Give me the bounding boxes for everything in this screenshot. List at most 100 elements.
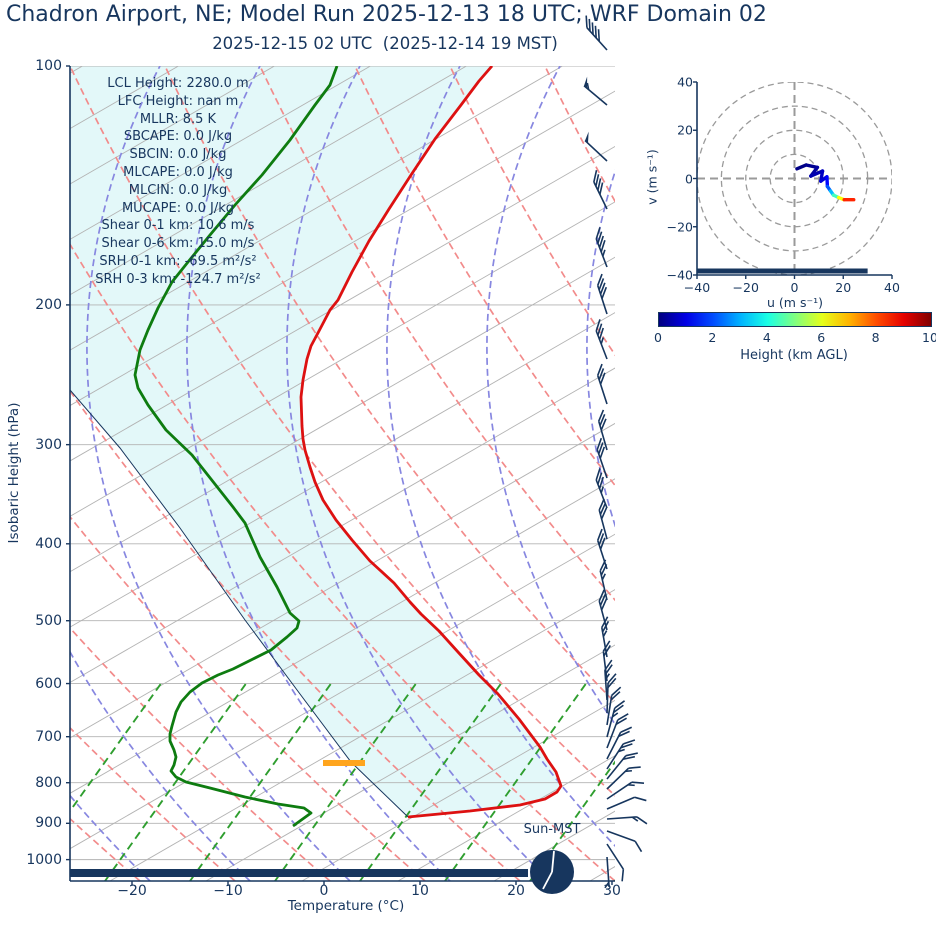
wind-barb <box>596 528 608 570</box>
dry-adiabat-line <box>70 66 615 797</box>
mixing-ratio-line <box>870 684 936 881</box>
isotherm-line <box>493 810 615 881</box>
hodograph-u-tick-label: 0 <box>790 280 799 295</box>
wind-barb <box>596 363 608 405</box>
temperature-tick-label: 10 <box>411 883 429 899</box>
pressure-tick-label: 100 <box>35 58 62 74</box>
isotherm-line <box>70 66 371 240</box>
pressure-tick-label: 500 <box>35 612 62 629</box>
mixing-ratio-line <box>700 684 841 881</box>
wind-barb <box>606 673 617 714</box>
isotherm-line <box>589 866 615 881</box>
stat-line: MLCIN: 0.0 J/kg <box>128 182 228 198</box>
wind-barb <box>606 843 625 882</box>
colorbar-tick-label: 8 <box>871 330 880 345</box>
stat-line: SRH 0-1 km: -69.5 m²/s² <box>99 253 257 269</box>
clock-hand <box>542 871 553 890</box>
hodograph-u-tick-label: 20 <box>835 280 852 295</box>
mixing-ratio-line <box>189 683 332 881</box>
stat-line: Shear 0-1 km: 10.6 m/s <box>101 218 255 234</box>
hodograph-v-axis-label: v (m s⁻¹) <box>644 149 660 205</box>
moist-adiabat-line <box>86 66 351 881</box>
colorbar-tick-label: 10 <box>922 330 936 345</box>
wind-barb <box>606 796 647 810</box>
stat-line: SBCIN: 0.0 J/kg <box>129 147 227 163</box>
wind-barb <box>606 726 633 760</box>
stat-line: LCL Height: 2280.0 m <box>107 76 249 91</box>
clock-hand <box>551 850 555 873</box>
temperature-curve <box>299 66 563 819</box>
wind-barb <box>593 169 608 210</box>
hodograph-trace-segment <box>809 169 825 178</box>
isotherm-line <box>70 90 615 407</box>
valid-time-subtitle: 2025-12-15 02 UTC (2025-12-14 19 MST) <box>212 34 558 53</box>
wind-barb <box>606 830 643 853</box>
mixing-ratio-line <box>274 683 417 881</box>
colorbar-tick-label: 6 <box>817 330 826 345</box>
sounding-stats-box: LCL Height: 2280.0 m LFC Height: nan m MLL… <box>95 75 261 289</box>
stat-line: LFC Height: nan m <box>117 93 239 109</box>
wind-barb <box>585 15 608 51</box>
wind-barb <box>583 76 608 106</box>
isotherm-line <box>70 201 615 517</box>
wind-barb <box>606 713 629 749</box>
moist-adiabat-line <box>787 66 936 881</box>
temperature-tick-label: −10 <box>213 883 243 899</box>
dry-adiabat-line <box>70 242 615 881</box>
moist-adiabat-line <box>687 66 936 881</box>
pressure-axis-label: Isobaric Height (hPa) <box>6 402 22 544</box>
temperature-axis-label: Temperature (°C) <box>287 898 405 914</box>
moist-adiabat-line <box>286 66 551 881</box>
stat-line: MLLR: 8.5 K <box>139 111 217 127</box>
wind-barb <box>597 409 608 451</box>
colorbar-label: Height (km AGL) <box>740 348 848 363</box>
wind-barb <box>604 856 610 889</box>
colorbar-tick-label: 2 <box>708 330 717 345</box>
stat-line: Shear 0-6 km: 15.0 m/s <box>101 236 255 252</box>
cin-shaded-region <box>70 66 561 817</box>
isotherm-line <box>70 422 615 739</box>
pressure-tick-label: 200 <box>35 296 62 313</box>
isotherm-line <box>205 644 615 881</box>
dry-adiabat-line <box>640 66 936 881</box>
temperature-tick-label: 0 <box>319 883 329 899</box>
wind-barb <box>596 273 608 315</box>
wind-barb <box>595 227 608 268</box>
dry-adiabat-line <box>259 66 615 602</box>
pressure-tick-label: 600 <box>35 675 62 692</box>
sun-clock-label: Sun-MST <box>523 822 581 837</box>
mixing-ratio-line <box>444 683 587 881</box>
mixing-ratio-line <box>785 684 926 881</box>
mixing-ratio-line <box>359 683 502 881</box>
hodograph-plot-area <box>697 82 892 275</box>
pressure-tick-label: 1000 <box>26 851 62 868</box>
wind-barb <box>606 752 638 780</box>
hodograph-v-tick-label: −20 <box>666 219 693 235</box>
hodograph-u-tick-label: −20 <box>732 280 759 295</box>
pressure-tick-label: 700 <box>35 728 62 745</box>
isotherm-line <box>70 66 563 351</box>
stat-line: MUCAPE: 0.0 J/kg <box>121 200 235 216</box>
colorbar-tick-label: 4 <box>762 330 771 345</box>
hodograph-v-tick-label: 20 <box>677 122 693 138</box>
wind-barb <box>606 816 648 825</box>
sun-clock-indicator <box>530 850 574 894</box>
dry-adiabat-line <box>830 66 936 881</box>
moist-adiabat-line <box>887 66 936 881</box>
mixing-ratio-line <box>104 683 247 881</box>
wind-barb <box>595 319 608 360</box>
isotherm-line <box>70 533 615 850</box>
pressure-tick-label: 400 <box>35 535 62 552</box>
colorbar-tick-label: 0 <box>654 330 662 345</box>
pressure-tick-label: 300 <box>35 436 62 453</box>
isotherm-line <box>70 367 615 684</box>
stat-line: MLCAPE: 0.0 J/kg <box>123 164 233 180</box>
wind-barb <box>606 781 645 800</box>
pressure-tick-label: 800 <box>35 774 62 791</box>
mixing-ratio-line <box>70 683 162 813</box>
isotherm-line <box>70 66 467 296</box>
isotherm-line <box>70 312 615 628</box>
page-title: Chadron Airport, NE; Model Run 2025-12-1… <box>6 2 767 27</box>
isotherm-line <box>109 589 615 881</box>
